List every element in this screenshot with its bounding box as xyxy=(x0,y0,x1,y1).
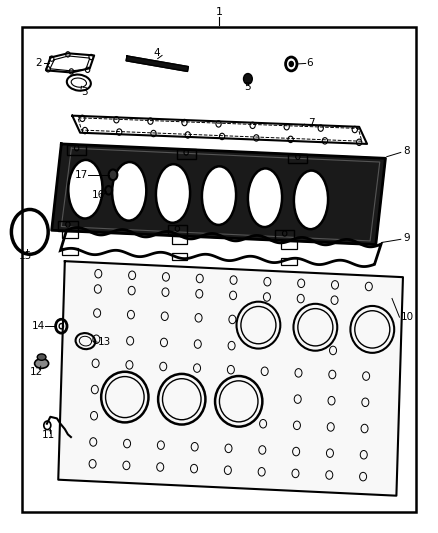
Text: 13: 13 xyxy=(98,337,111,347)
Text: 16: 16 xyxy=(92,190,105,200)
Bar xyxy=(177,149,196,159)
Ellipse shape xyxy=(37,354,46,360)
Bar xyxy=(172,236,187,244)
Circle shape xyxy=(109,169,117,180)
Text: 2: 2 xyxy=(35,58,42,68)
Bar xyxy=(62,231,78,238)
Circle shape xyxy=(289,61,293,67)
Text: 4: 4 xyxy=(153,49,160,58)
Polygon shape xyxy=(58,261,403,496)
Bar xyxy=(168,225,187,235)
Bar xyxy=(62,248,78,255)
Bar xyxy=(190,184,202,205)
Bar xyxy=(58,221,78,231)
Text: 7: 7 xyxy=(307,118,314,127)
Text: 10: 10 xyxy=(401,312,414,322)
Text: 17: 17 xyxy=(75,170,88,180)
Text: 12: 12 xyxy=(30,367,43,377)
Bar xyxy=(282,188,294,209)
Text: 6: 6 xyxy=(306,58,313,68)
Bar xyxy=(67,145,86,155)
Ellipse shape xyxy=(294,171,328,229)
Text: 15: 15 xyxy=(18,251,32,261)
Text: 3: 3 xyxy=(81,87,88,96)
Ellipse shape xyxy=(248,168,282,227)
Polygon shape xyxy=(126,56,188,71)
Bar xyxy=(146,182,156,203)
Text: 11: 11 xyxy=(42,431,55,440)
Text: 9: 9 xyxy=(403,233,410,243)
Ellipse shape xyxy=(156,164,190,223)
Circle shape xyxy=(244,74,252,84)
Text: 8: 8 xyxy=(403,147,410,156)
Bar xyxy=(281,258,297,265)
Ellipse shape xyxy=(35,359,49,368)
Bar xyxy=(236,186,248,207)
Text: 14: 14 xyxy=(32,321,45,331)
Bar xyxy=(281,241,297,249)
Polygon shape xyxy=(52,144,385,245)
Ellipse shape xyxy=(68,160,102,219)
Polygon shape xyxy=(72,116,367,144)
Ellipse shape xyxy=(202,166,236,225)
Bar xyxy=(288,154,307,163)
Text: 1: 1 xyxy=(215,7,223,17)
Ellipse shape xyxy=(112,162,146,221)
Bar xyxy=(102,180,112,201)
Bar xyxy=(275,230,294,240)
Bar xyxy=(172,253,187,260)
Text: 5: 5 xyxy=(244,83,251,92)
Polygon shape xyxy=(46,53,94,72)
